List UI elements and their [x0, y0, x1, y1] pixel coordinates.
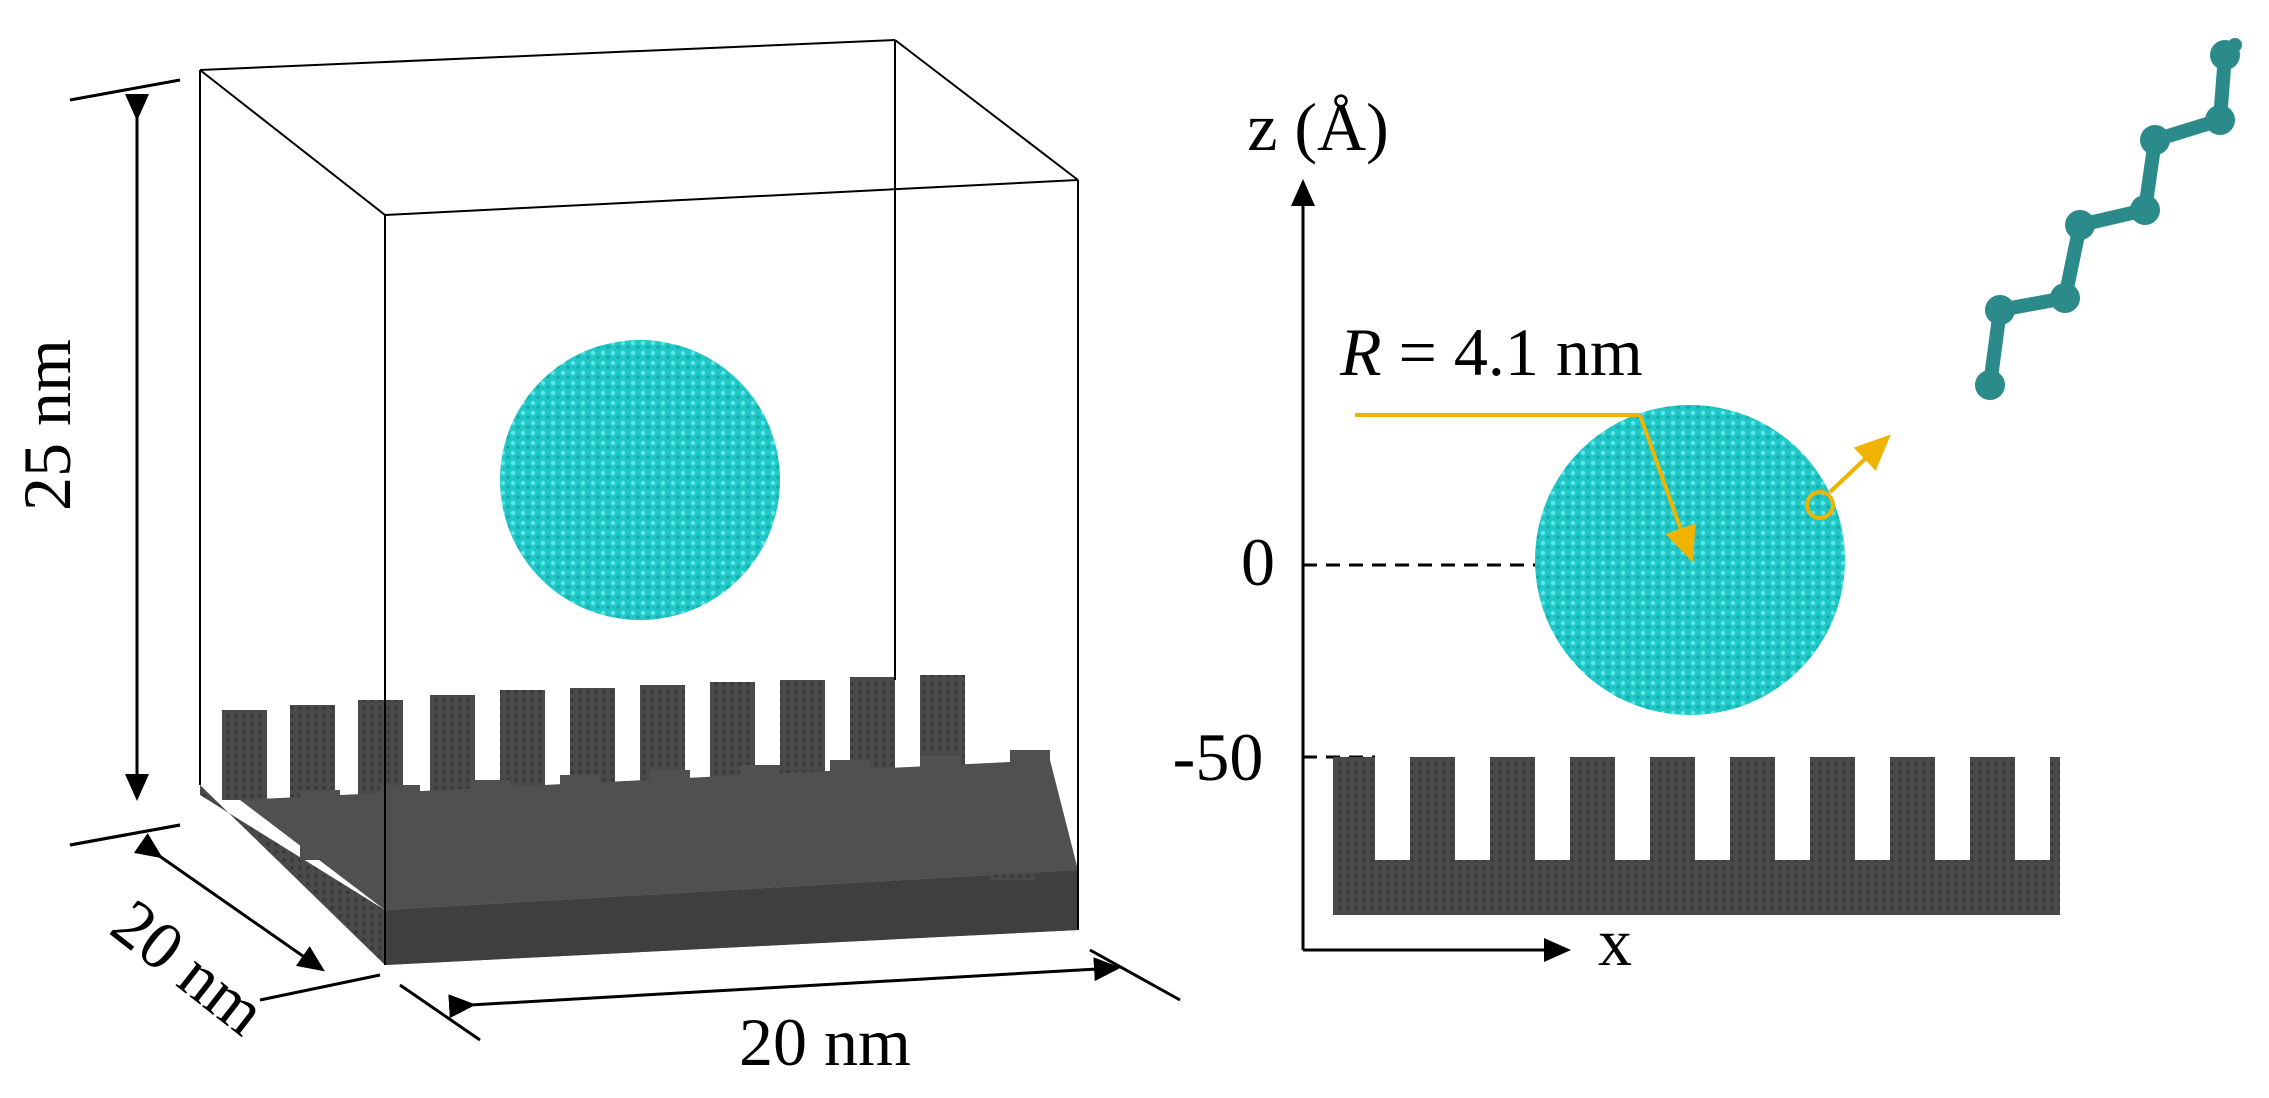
molecule-callout: [1805, 434, 1891, 520]
alkane-molecule: [1975, 38, 2242, 400]
pillar-substrate-3d: [200, 675, 1078, 965]
radius-leader: [1355, 413, 1696, 563]
height-label: 25 nm: [9, 339, 85, 511]
radius-symbol: R: [1339, 314, 1382, 390]
simulation-box-panel: 25 nm 20 nm 20 nm: [9, 39, 1181, 1080]
radius-value: = 4.1 nm: [1382, 314, 1643, 390]
cyan-droplet: [500, 340, 780, 620]
x-axis-label: x: [1598, 904, 1632, 980]
width-label: 20 nm: [739, 1004, 911, 1080]
z-tick-zero: 0: [1241, 524, 1275, 600]
width-dimension: [399, 948, 1181, 1042]
pillar-substrate-section: [1333, 757, 2060, 915]
depth-dimension: [69, 823, 381, 1002]
cross-section-panel: z (Å) x 0 -50 R = 4.1 nm: [1173, 38, 2242, 980]
simulation-box-wireframe: [199, 39, 1079, 965]
z-axis-label: z (Å): [1247, 89, 1389, 165]
cyan-droplet-section: [1535, 405, 1845, 715]
axes: [1291, 179, 1571, 962]
radius-label: R = 4.1 nm: [1339, 314, 1643, 390]
height-dimension: [69, 78, 181, 847]
depth-label: 20 nm: [98, 884, 280, 1050]
z-tick-minus50: -50: [1173, 719, 1264, 795]
